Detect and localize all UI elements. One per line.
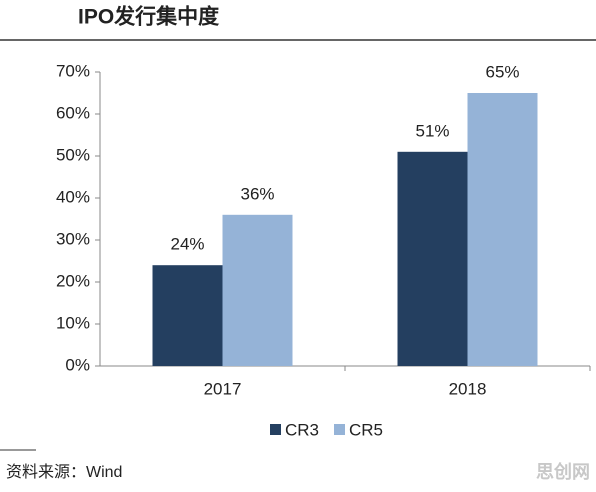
legend-label: CR3 (285, 420, 319, 439)
watermark: 思创网 (536, 461, 590, 482)
y-tick-label: 70% (56, 61, 90, 80)
legend-swatch (270, 424, 281, 435)
legend-label: CR5 (349, 420, 383, 439)
y-tick-label: 30% (56, 229, 90, 248)
source: 资料来源：Wind (6, 463, 122, 481)
y-tick-label: 20% (56, 271, 90, 290)
value-label: 51% (415, 121, 449, 140)
x-tick-label: 2017 (204, 379, 242, 398)
y-tick-label: 50% (56, 145, 90, 164)
legend-swatch (334, 424, 345, 435)
value-label: 24% (170, 235, 204, 254)
y-tick-label: 40% (56, 187, 90, 206)
x-tick-label: 2018 (449, 379, 487, 398)
bar (222, 214, 293, 366)
y-tick-label: 10% (56, 313, 90, 332)
value-label: 65% (485, 62, 519, 81)
bar (397, 151, 468, 366)
value-label: 36% (240, 184, 274, 203)
bar (467, 93, 538, 366)
chart-title: IPO发行集中度 (78, 5, 219, 29)
y-tick-label: 60% (56, 103, 90, 122)
bar (152, 265, 223, 366)
y-tick-label: 0% (65, 355, 90, 374)
